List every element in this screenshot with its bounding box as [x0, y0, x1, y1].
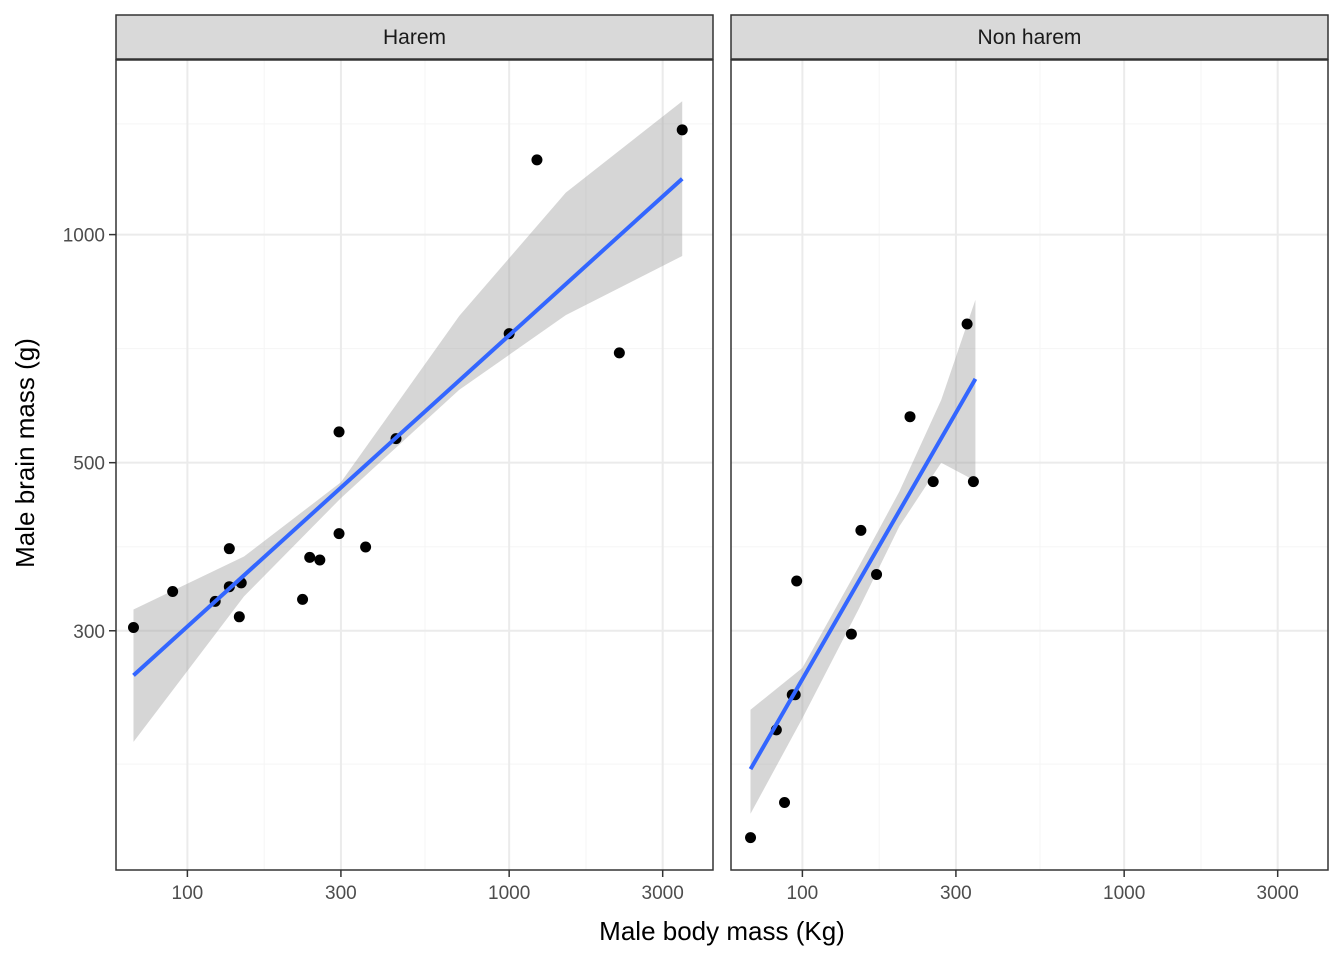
data-point — [904, 411, 916, 423]
data-point — [676, 124, 688, 136]
x-axes: 100 300 1000 3000 100 300 1000 3000 — [172, 870, 1299, 904]
panel-background — [731, 60, 1328, 870]
panel-background — [116, 60, 713, 870]
data-point — [167, 586, 179, 598]
x-tick-label: 3000 — [642, 883, 684, 904]
panel-border — [730, 59, 1329, 871]
data-point — [314, 554, 326, 566]
data-point — [297, 593, 309, 605]
data-point — [779, 797, 791, 809]
x-tick-label: 100 — [172, 883, 204, 904]
data-point — [360, 541, 372, 553]
data-point — [613, 347, 625, 359]
panel-non-harem: Non harem — [730, 14, 1329, 871]
y-tick-label: 300 — [73, 622, 105, 643]
facet-strip-label: Harem — [383, 26, 446, 49]
data-point — [531, 154, 543, 166]
data-point — [333, 528, 345, 540]
data-point — [871, 568, 883, 580]
panel-harem: Harem — [115, 14, 714, 871]
confidence-ribbon — [750, 299, 976, 814]
x-tick-label: 1000 — [488, 883, 530, 904]
x-tick-label: 300 — [940, 883, 972, 904]
y-axis-title: Male brain mass (g) — [10, 338, 40, 568]
data-point — [745, 832, 757, 844]
data-point — [233, 611, 245, 623]
data-point — [961, 318, 973, 330]
data-point — [127, 621, 139, 633]
x-tick-label: 3000 — [1257, 883, 1299, 904]
panel-border — [115, 59, 714, 871]
y-axis: 300 500 1000 — [63, 226, 116, 643]
y-tick-label: 1000 — [63, 226, 105, 247]
data-point — [333, 426, 345, 438]
facet-strip — [730, 14, 1329, 60]
data-point — [927, 476, 939, 488]
x-tick-label: 100 — [787, 883, 819, 904]
facet-panels: Harem Non harem — [115, 14, 1329, 871]
x-tick-label: 1000 — [1103, 883, 1145, 904]
x-axis-title: Male body mass (Kg) — [599, 916, 845, 946]
data-point — [791, 575, 803, 587]
data-point — [845, 628, 857, 640]
facet-strip-label: Non harem — [978, 26, 1082, 49]
confidence-ribbon — [133, 101, 683, 742]
data-point — [223, 543, 235, 555]
y-tick-label: 500 — [73, 454, 105, 475]
data-point — [304, 551, 316, 563]
fit-line — [748, 377, 978, 771]
facet-strip — [115, 14, 714, 60]
fit-line — [132, 177, 684, 677]
x-tick-label: 300 — [325, 883, 357, 904]
data-point — [855, 524, 867, 536]
data-point — [967, 476, 979, 488]
